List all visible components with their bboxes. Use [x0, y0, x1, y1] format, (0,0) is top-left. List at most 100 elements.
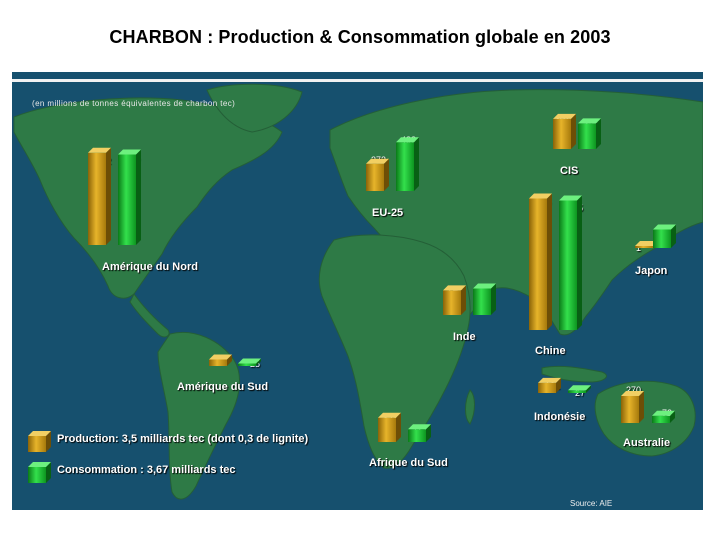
bar-eu-consumption-side — [414, 137, 419, 191]
bar-in-production-front — [443, 290, 461, 315]
bar-in-production-top — [443, 285, 466, 291]
bar-au-consumption — [652, 410, 675, 423]
bar-eu-consumption-front — [396, 142, 414, 191]
bar-id-production-top — [538, 377, 561, 383]
bar-id-production-side — [556, 377, 561, 393]
bar-sa-production-side — [227, 354, 232, 366]
top-rule — [12, 79, 703, 82]
bar-cis-production-side — [571, 113, 576, 149]
bar-jp-production-front — [635, 246, 653, 248]
bar-eu-consumption — [396, 137, 419, 191]
region-label-eu: EU-25 — [372, 207, 404, 219]
region-label-na: Amérique du Nord — [102, 261, 198, 273]
bar-eu-production-side — [384, 158, 389, 191]
legend-consumption-label: Consommation : 3,67 milliards tec — [57, 464, 236, 476]
bar-jp-consumption-side — [671, 224, 676, 248]
bar-eu-production — [366, 158, 389, 191]
bar-eu-consumption-top — [396, 137, 419, 143]
bar-jp-consumption-front — [653, 229, 671, 248]
bar-jp-production-top — [635, 241, 658, 246]
africa-land — [318, 234, 471, 469]
bars-layer — [28, 113, 676, 483]
bar-id-production-front — [538, 382, 556, 393]
bar-za-consumption — [408, 424, 431, 442]
bar-eu-production-top — [366, 158, 389, 164]
bar-cn-consumption — [559, 195, 582, 330]
legend-production-swatch-top — [28, 431, 51, 436]
bar-za-production-side — [396, 412, 401, 442]
bar-cn-production-top — [529, 193, 552, 199]
region-label-in: Inde — [453, 331, 476, 343]
greenland-land — [206, 83, 303, 133]
bar-jp-consumption-top — [653, 224, 676, 230]
bar-za-production — [378, 412, 401, 442]
legend-consumption-swatch-front — [28, 467, 46, 483]
bar-au-production-front — [621, 396, 639, 423]
bar-jp-consumption — [653, 224, 676, 248]
region-label-cis: CIS — [560, 165, 579, 177]
bar-in-consumption — [473, 283, 496, 315]
value-label-au-production: 270 — [626, 385, 642, 395]
bar-au-production-side — [639, 391, 644, 423]
bar-au-consumption-side — [670, 410, 675, 423]
world-map: (en millions de tonnes équivalentes de c… — [12, 72, 703, 510]
bar-id-consumption-top — [568, 385, 591, 391]
legend-production-label: Production: 3,5 milliards tec (dont 0,3 … — [57, 433, 309, 445]
legend-consumption-swatch-top — [28, 462, 51, 467]
bar-sa-consumption-top — [238, 358, 261, 364]
bar-za-consumption-side — [426, 424, 431, 442]
bar-in-consumption-top — [473, 283, 496, 289]
bar-cis-production-top — [553, 113, 576, 119]
source-note: Source: AIE — [570, 499, 613, 508]
region-label-id: Indonésie — [534, 411, 586, 423]
central-america-land — [129, 293, 170, 338]
bar-sa-consumption-front — [238, 363, 256, 366]
region-label-cn: Chine — [535, 345, 566, 357]
bar-na-consumption-side — [136, 149, 141, 245]
bar-cis-consumption-top — [578, 118, 601, 124]
south-america-land — [157, 332, 240, 500]
bar-cn-consumption-top — [559, 195, 582, 201]
bar-na-production — [88, 147, 111, 245]
bar-au-production — [621, 391, 644, 423]
legend-production-swatch-front — [28, 436, 46, 452]
north-america-land — [13, 97, 283, 299]
bar-cn-production-front — [529, 198, 547, 330]
bar-sa-consumption — [238, 358, 261, 366]
region-label-jp: Japon — [635, 265, 668, 277]
bar-in-consumption-front — [473, 288, 491, 315]
bar-cis-consumption-front — [578, 123, 596, 149]
bar-cis-production-front — [553, 118, 571, 149]
page-title: CHARBON : Production & Consommation glob… — [109, 27, 611, 47]
unit-note: (en millions de tonnes équivalentes de c… — [32, 99, 236, 108]
bar-cis-consumption — [578, 118, 601, 149]
bar-eu-production-front — [366, 163, 384, 191]
bar-cn-production — [529, 193, 552, 330]
bar-sa-consumption-side — [256, 358, 261, 366]
bar-au-consumption-top — [652, 410, 675, 416]
bar-za-consumption-top — [408, 424, 431, 430]
bar-za-production-top — [378, 412, 401, 418]
bar-in-consumption-side — [491, 283, 496, 315]
region-label-sa: Amérique du Sud — [177, 381, 269, 393]
bar-cn-production-side — [547, 193, 552, 330]
australia-land — [594, 380, 696, 457]
bar-na-consumption-front — [118, 154, 136, 245]
bar-in-production-side — [461, 285, 466, 315]
bar-na-production-top — [88, 147, 111, 153]
legend-consumption-swatch-side — [46, 462, 51, 483]
bar-za-consumption-front — [408, 429, 426, 442]
bar-id-consumption — [568, 385, 591, 393]
bar-za-production-front — [378, 417, 396, 442]
bar-cis-production — [553, 113, 576, 149]
legend-consumption-swatch — [28, 462, 51, 483]
bar-na-consumption-top — [118, 149, 141, 155]
bar-in-production — [443, 285, 466, 315]
region-label-za: Afrique du Sud — [369, 457, 448, 469]
bar-id-consumption-side — [586, 385, 591, 393]
bar-au-consumption-front — [652, 415, 670, 423]
legend-production-swatch-side — [46, 431, 51, 452]
bar-au-production-top — [621, 391, 644, 396]
bar-cn-consumption-front — [559, 200, 577, 330]
bar-na-consumption — [118, 149, 141, 245]
